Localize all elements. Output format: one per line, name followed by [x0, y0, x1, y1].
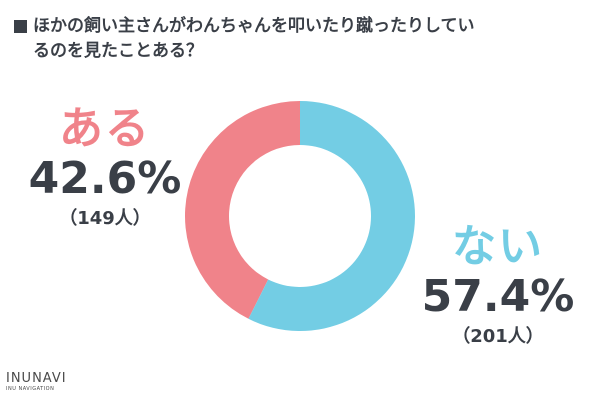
chart-title: ほかの飼い主さんがわんちゃんを叩いたり蹴ったりしてい るのを見たことある？	[14, 14, 586, 64]
logo-sub-text: INU NAVIGATION	[6, 386, 55, 392]
chart-title-line-2: るのを見たことある？	[33, 41, 203, 61]
slice-count-aru: （149人）	[59, 208, 151, 229]
slice-count-nai: （201人）	[452, 326, 544, 347]
slice-percent-aru: 42.6%	[28, 153, 182, 204]
donut-slice-aru	[185, 101, 300, 319]
chart-title-line-1: ほかの飼い主さんがわんちゃんを叩いたり蹴ったりしてい	[33, 16, 475, 36]
title-bullet-icon	[14, 20, 27, 33]
inunavi-logo: INUNAVI INU NAVIGATION	[6, 372, 67, 393]
slice-percent-nai: 57.4%	[421, 271, 575, 322]
donut-slice-nai	[248, 101, 415, 332]
slice-label-nai: ない 57.4% （201人）	[408, 222, 588, 350]
slice-name-nai: ない	[452, 221, 544, 272]
logo-main-text: INUNAVI	[6, 371, 67, 386]
slice-label-aru: ある 42.6% （149人）	[20, 104, 190, 232]
slice-name-aru: ある	[59, 103, 151, 154]
